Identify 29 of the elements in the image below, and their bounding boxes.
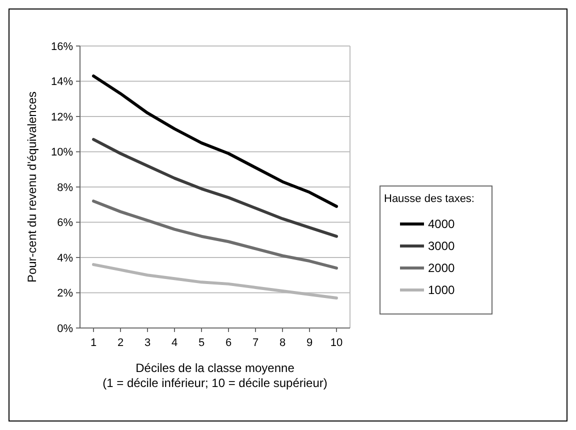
x-tick-label: 6 xyxy=(225,337,232,349)
legend-label: 2000 xyxy=(428,261,456,276)
y-tick-label: 16% xyxy=(50,40,74,53)
y-tick-label: 2% xyxy=(57,288,74,300)
x-axis-title: Déciles de la classe moyenne (1 = décile inférieur; 10 = décile supérieur) xyxy=(102,361,328,390)
legend-label: 1000 xyxy=(428,283,456,298)
y-tick-label: 12% xyxy=(50,111,74,124)
line-series xyxy=(92,200,338,270)
x-tick-label: 2 xyxy=(117,337,124,349)
x-tick-label: 8 xyxy=(279,337,286,349)
legend-label: 3000 xyxy=(428,239,456,254)
x-tick-label: 9 xyxy=(306,337,313,349)
line-series xyxy=(92,138,338,238)
y-tick-label: 14% xyxy=(50,76,74,88)
line-series xyxy=(92,74,338,208)
x-tick-label: 1 xyxy=(90,337,97,349)
y-tick-label: 0% xyxy=(57,322,74,335)
x-tick-label: 4 xyxy=(171,337,178,349)
y-tick-label: 4% xyxy=(57,252,74,264)
legend-label: 4000 xyxy=(428,217,456,232)
y-tick-label: 10% xyxy=(50,146,74,159)
x-tick-label: 10 xyxy=(330,337,343,349)
x-tick-label: 3 xyxy=(144,337,151,349)
y-axis-title: Pour-cent du revenu d'équivalences xyxy=(25,91,39,283)
x-tick-label: 5 xyxy=(198,337,205,349)
y-tick-label: 8% xyxy=(57,182,74,194)
x-tick-label: 7 xyxy=(252,337,259,349)
legend-title: Hausse des taxes: xyxy=(384,193,474,205)
y-tick-label: 6% xyxy=(57,217,74,230)
